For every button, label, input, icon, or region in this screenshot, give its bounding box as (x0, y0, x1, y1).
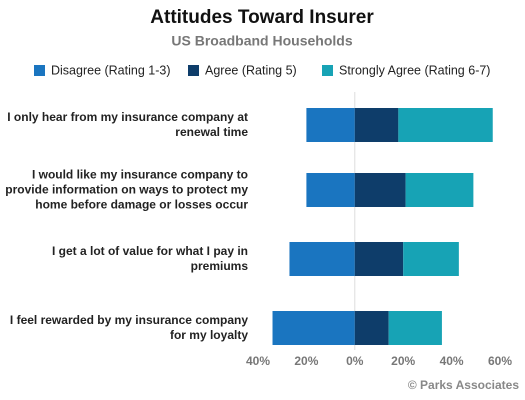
x-tick-label: 20% (391, 354, 415, 368)
bar-segment (405, 173, 474, 207)
bar-segment (388, 311, 442, 345)
legend-label: Agree (Rating 5) (205, 63, 297, 77)
x-tick-label: 0% (346, 354, 364, 368)
x-tick-label: 60% (488, 354, 512, 368)
legend-swatch (322, 65, 333, 76)
bar-segment (272, 311, 355, 345)
chart-subtitle: US Broadband Households (171, 33, 352, 49)
x-tick-label: 20% (294, 354, 318, 368)
bar-segment (354, 242, 404, 276)
category-label: I get a lot of value for what I pay in p… (51, 244, 248, 273)
legend-label: Disagree (Rating 1-3) (51, 63, 171, 77)
chart-title: Attitudes Toward Insurer (150, 7, 374, 28)
legend-swatch (188, 65, 199, 76)
category-label: I would like my insurance company to pro… (5, 167, 248, 212)
bar-segment (403, 242, 459, 276)
bar-segment (306, 173, 355, 207)
bar-segment (398, 108, 493, 142)
bar-segment (354, 173, 406, 207)
bar-segment (306, 108, 355, 142)
legend-swatch (34, 65, 45, 76)
category-label: I only hear from my insurance company at… (7, 110, 248, 139)
x-tick-label: 40% (440, 354, 464, 368)
legend-label: Strongly Agree (Rating 6-7) (339, 63, 490, 77)
bar-segment (354, 311, 389, 345)
bar-segment (289, 242, 355, 276)
x-tick-label: 40% (246, 354, 270, 368)
category-label: I feel rewarded by my insurance company … (9, 313, 248, 342)
source: © Parks Associates (408, 378, 519, 392)
bar-segment (354, 108, 399, 142)
